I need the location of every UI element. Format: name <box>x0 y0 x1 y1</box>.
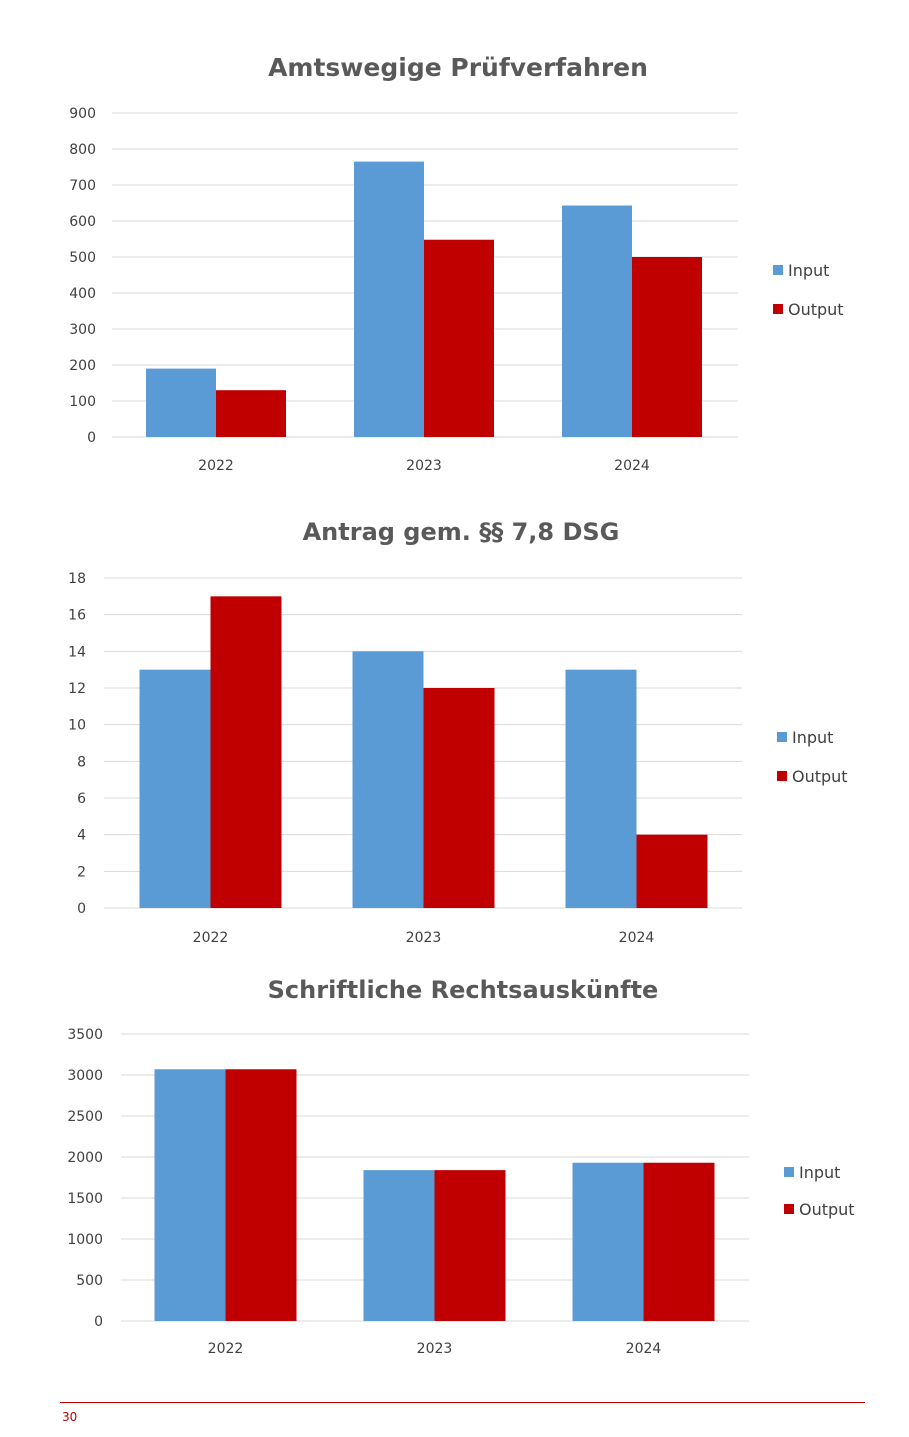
y-tick-label: 3500 <box>67 1027 103 1043</box>
bar-output-2024 <box>632 257 702 437</box>
y-tick-label: 1500 <box>67 1191 103 1207</box>
y-tick-label: 2500 <box>67 1109 103 1125</box>
legend-label-output: Output <box>792 767 848 786</box>
x-tick-label: 2024 <box>619 930 655 946</box>
y-tick-label: 0 <box>87 430 96 446</box>
y-tick-label: 1000 <box>67 1232 103 1248</box>
bar-input-2023 <box>363 1170 435 1321</box>
bar-input-2023 <box>352 651 424 908</box>
y-tick-label: 4 <box>77 828 86 844</box>
y-tick-label: 400 <box>69 286 96 302</box>
chart-title: Amtswegige Prüfverfahren <box>268 53 648 82</box>
y-tick-label: 2 <box>77 864 86 880</box>
y-tick-label: 12 <box>68 681 86 697</box>
bar-output-2022 <box>225 1069 297 1321</box>
y-tick-label: 2000 <box>67 1150 103 1166</box>
x-tick-label: 2023 <box>406 458 442 474</box>
bar-input-2022 <box>154 1069 226 1321</box>
y-tick-label: 18 <box>68 571 86 587</box>
y-tick-label: 600 <box>69 214 96 230</box>
y-tick-label: 14 <box>68 644 86 660</box>
legend-swatch-output <box>777 771 787 781</box>
y-tick-label: 800 <box>69 142 96 158</box>
legend-label-input: Input <box>792 728 833 747</box>
y-tick-label: 3000 <box>67 1068 103 1084</box>
y-tick-label: 0 <box>77 901 86 917</box>
x-tick-label: 2022 <box>208 1341 244 1357</box>
y-tick-label: 500 <box>76 1273 103 1289</box>
bar-output-2024 <box>643 1162 715 1321</box>
bar-input-2022 <box>146 368 216 437</box>
chart-schriftliche-rechtsauskuenfte: Schriftliche Rechtsauskünfte 0 500 1000 1500… <box>67 976 855 1357</box>
legend-label-input: Input <box>788 261 829 280</box>
bar-input-2023 <box>354 161 424 437</box>
y-tick-label: 100 <box>69 394 96 410</box>
y-tick-label: 700 <box>69 178 96 194</box>
x-tick-label: 2023 <box>406 930 442 946</box>
y-tick-label: 6 <box>77 791 86 807</box>
y-tick-label: 16 <box>68 608 86 624</box>
y-tick-label: 900 <box>69 106 96 122</box>
bar-output-2024 <box>636 834 708 908</box>
legend-swatch-input <box>773 265 783 275</box>
chart-amtswegige-pruefverfahren: Amtswegige Prüfverfahren 0 100 200 300 400 500… <box>69 53 844 474</box>
chart-title: Antrag gem. §§ 7,8 DSG <box>303 518 620 546</box>
bar-input-2024 <box>562 205 632 437</box>
y-tick-label: 300 <box>69 322 96 338</box>
bar-output-2022 <box>216 390 286 437</box>
bar-input-2024 <box>565 669 637 908</box>
legend-swatch-input <box>777 732 787 742</box>
page-number: 30 <box>62 1410 78 1424</box>
legend-swatch-output <box>784 1204 794 1214</box>
legend-swatch-output <box>773 304 783 314</box>
legend-label-output: Output <box>799 1200 855 1219</box>
chart-title: Schriftliche Rechtsauskünfte <box>268 976 659 1004</box>
chart-antrag-dsg: Antrag gem. §§ 7,8 DSG 0 2 4 6 8 10 12 14 16 18 202… <box>68 518 848 946</box>
bar-input-2022 <box>139 669 211 908</box>
legend-label-output: Output <box>788 300 844 319</box>
y-tick-label: 0 <box>94 1314 103 1330</box>
legend-swatch-input <box>784 1167 794 1177</box>
bar-output-2023 <box>424 239 494 437</box>
bar-output-2023 <box>423 688 495 908</box>
x-tick-label: 2024 <box>626 1341 662 1357</box>
y-tick-label: 500 <box>69 250 96 266</box>
footer-divider <box>60 1402 865 1403</box>
x-tick-label: 2024 <box>614 458 650 474</box>
bar-output-2022 <box>210 596 282 908</box>
y-tick-label: 8 <box>77 754 86 770</box>
legend-label-input: Input <box>799 1163 840 1182</box>
y-tick-label: 10 <box>68 718 86 734</box>
x-tick-label: 2022 <box>193 930 229 946</box>
bar-input-2024 <box>572 1162 644 1321</box>
y-tick-label: 200 <box>69 358 96 374</box>
x-tick-label: 2022 <box>198 458 234 474</box>
bar-output-2023 <box>434 1170 506 1321</box>
x-tick-label: 2023 <box>417 1341 453 1357</box>
